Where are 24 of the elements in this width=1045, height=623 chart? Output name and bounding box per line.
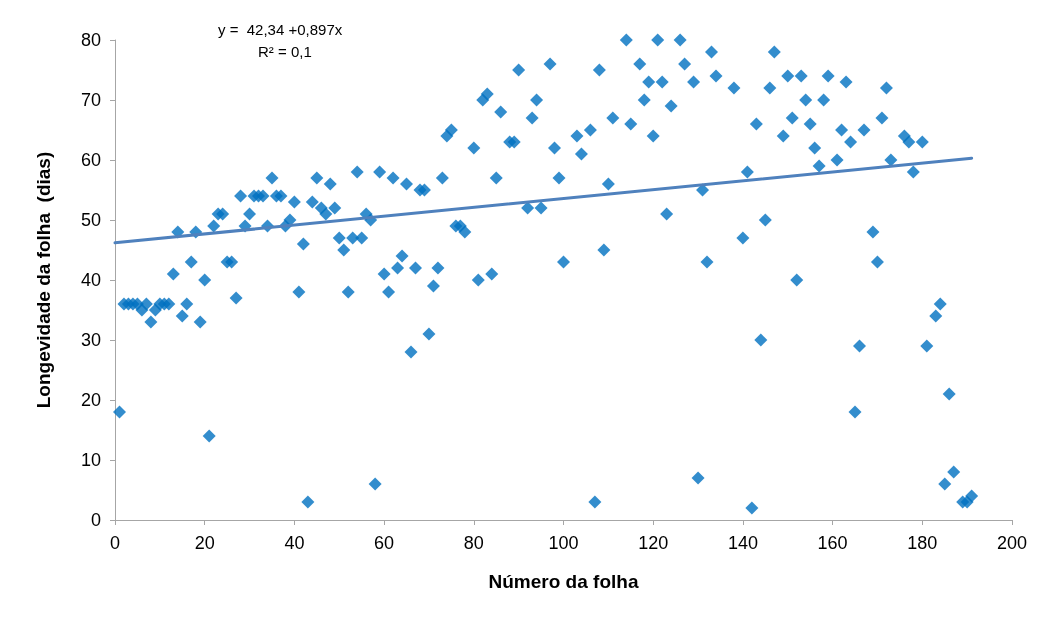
y-tick-label: 70 [80,90,101,110]
x-tick-label: 60 [374,533,395,553]
y-tick-label: 60 [80,150,101,170]
y-tick-label: 80 [80,30,101,50]
x-tick-label: 80 [463,533,484,553]
x-tick-label: 100 [548,533,579,553]
y-tick-label: 20 [80,390,101,410]
x-axis-title: Número da folha [488,571,639,592]
y-tick-label: 50 [80,210,101,230]
x-tick-label: 40 [284,533,305,553]
y-tick-label: 30 [80,330,101,350]
x-tick-label: 0 [109,533,121,553]
annotation: R² = 0,1 [258,43,312,60]
y-axis-title: Longevidade da folha (dias) [33,151,54,409]
x-tick-label: 140 [727,533,758,553]
text: y = 42,34 +0,897x [218,21,343,38]
x-tick-label: 200 [996,533,1028,553]
x-tick-label: 20 [194,533,215,553]
y-tick-label: 0 [90,510,101,530]
x-tick-label: 160 [817,533,848,553]
x-tick-label: 120 [638,533,669,553]
y-tick-label: 40 [80,270,101,290]
x-tick-label: 180 [907,533,938,553]
y-tick-label: 10 [80,450,101,470]
